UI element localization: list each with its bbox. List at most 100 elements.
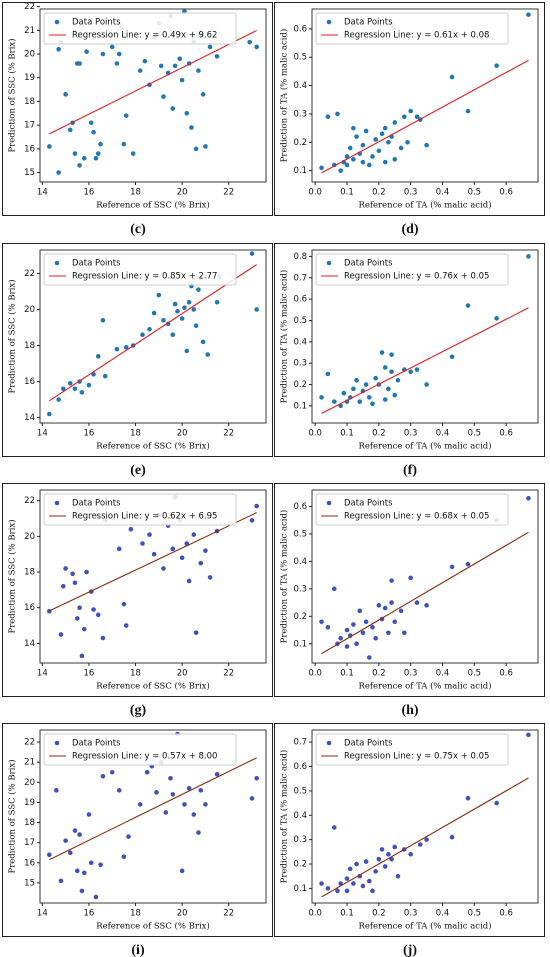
data-point (189, 125, 194, 130)
data-point (128, 526, 134, 532)
legend-label: Regression Line: y = 0.49x + 9.62 (72, 31, 217, 41)
data-point (84, 569, 89, 575)
data-point (494, 800, 499, 806)
data-point (379, 350, 385, 355)
axes-frame (311, 729, 539, 904)
panel-frame (274, 483, 545, 697)
data-point (121, 141, 127, 147)
x-tick-label: 22 (223, 909, 234, 919)
data-point (130, 151, 136, 156)
x-tick-label: 18 (130, 429, 141, 439)
x-tick-label: 16 (84, 429, 95, 439)
regression-line (49, 30, 257, 135)
plot-area (319, 12, 531, 174)
y-axis-label: Prediction of SSC (% Brix) (7, 759, 18, 873)
x-tick-label: 0.2 (372, 188, 386, 198)
data-point (354, 861, 359, 867)
legend-marker (326, 260, 332, 266)
data-point (360, 630, 366, 636)
x-tick-label: 18 (130, 188, 141, 198)
data-point (126, 834, 131, 839)
x-tick-label: 0.1 (340, 429, 354, 439)
panel: 0.0 0.1 0.2 0.3 0.4 0.5 0.6 0.1 0.2 0.3 0.4 0.5 0.6 0… (274, 243, 545, 478)
data-point (373, 137, 378, 142)
x-tick-label: 22 (223, 188, 234, 198)
data-point (84, 49, 89, 54)
legend-label: Data Points (72, 18, 121, 28)
legend-marker (326, 740, 332, 746)
data-point (370, 625, 375, 630)
data-point (151, 551, 157, 557)
x-axis-label: Reference of SSC (% Brix) (96, 200, 210, 211)
x-tick-label: 18 (130, 669, 141, 679)
legend-marker (326, 500, 332, 506)
y-tick-label: 0.8 (293, 252, 307, 262)
data-point (465, 108, 471, 114)
data-point (338, 168, 343, 173)
data-point (325, 886, 331, 891)
y-tick-label: 0.2 (293, 612, 307, 622)
data-point (77, 61, 82, 66)
legend-label: Data Points (344, 18, 393, 28)
legend-marker (326, 19, 332, 25)
panel-frame (2, 2, 273, 216)
data-point (360, 159, 366, 165)
data-point (109, 44, 115, 50)
data-point (147, 532, 152, 537)
y-tick-label: 16 (24, 377, 35, 387)
legend-label: Regression Line: y = 0.85x + 2.77 (72, 272, 217, 282)
data-point (392, 844, 398, 850)
data-point (179, 77, 185, 83)
y-tick-label: 0.1 (293, 639, 307, 649)
data-point (170, 792, 176, 797)
data-point (207, 575, 213, 580)
regression-line (321, 777, 529, 898)
x-tick-label: 0.0 (308, 429, 322, 439)
y-tick-label: 0.5 (293, 786, 307, 796)
data-point (91, 129, 96, 135)
plot-area (319, 254, 531, 414)
data-point (344, 162, 350, 168)
x-tick-label: 0.4 (436, 429, 450, 439)
data-point (405, 139, 410, 145)
data-point (47, 144, 52, 149)
x-tick-label: 0.6 (499, 669, 513, 679)
data-point (408, 108, 413, 114)
data-point (184, 348, 190, 354)
data-point (382, 125, 388, 131)
y-tick-label: 17 (24, 838, 35, 848)
y-tick-label: 22 (24, 496, 35, 506)
data-point (191, 532, 197, 537)
y-tick-label: 18 (24, 568, 35, 578)
axes-frame (39, 8, 267, 183)
data-point (366, 878, 372, 884)
y-tick-label: 18 (24, 818, 35, 828)
y-tick-label: 22 (24, 2, 35, 12)
data-point (186, 299, 192, 305)
regression-line (321, 307, 529, 414)
y-axis-label: Prediction of TA (% malic acid) (279, 29, 290, 163)
y-tick-label: 0.2 (293, 380, 307, 390)
data-point (379, 847, 385, 852)
data-point (121, 601, 127, 607)
data-point (424, 837, 429, 842)
data-point (74, 868, 80, 874)
y-tick-label: 17 (24, 121, 35, 131)
data-point (424, 382, 429, 387)
data-point (77, 163, 82, 168)
data-point (207, 44, 213, 50)
y-tick-label: 22 (24, 269, 35, 279)
data-point (408, 369, 413, 375)
data-point (79, 888, 85, 894)
legend-marker (54, 500, 60, 506)
data-point (137, 802, 143, 807)
legend-box (315, 493, 509, 526)
panel-frame (2, 483, 273, 697)
x-tick-label: 0.5 (468, 909, 482, 919)
data-point (249, 251, 255, 256)
data-point (182, 305, 187, 310)
data-point (389, 600, 394, 605)
data-point (408, 851, 413, 857)
data-point (319, 881, 324, 886)
legend-label: Regression Line: y = 0.76x + 0.05 (344, 272, 489, 282)
